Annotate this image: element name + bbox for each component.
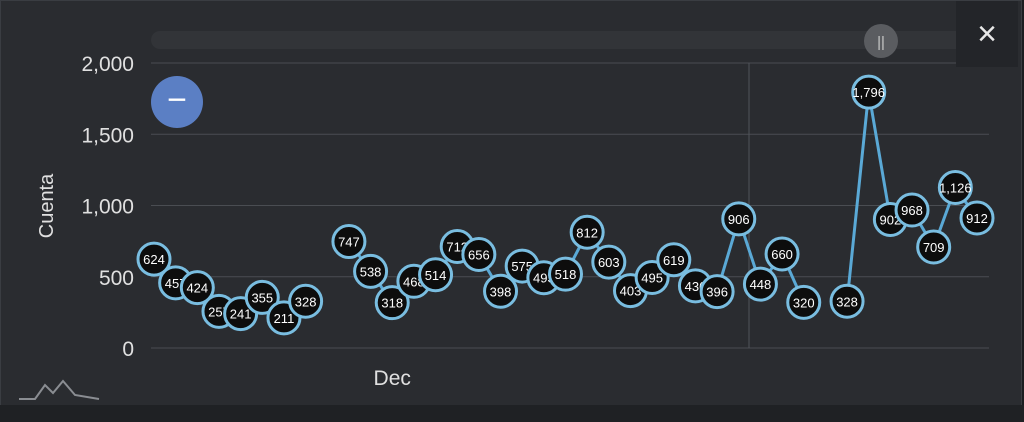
data-point xyxy=(699,274,735,310)
data-point xyxy=(569,214,605,250)
data-label: 514 xyxy=(425,268,447,283)
data-point xyxy=(656,242,692,278)
data-label: 538 xyxy=(360,264,382,279)
close-button[interactable]: × xyxy=(956,1,1018,67)
data-point xyxy=(894,192,930,228)
data-label: 328 xyxy=(295,294,317,309)
x-tick-label: Dec xyxy=(374,367,411,390)
y-axis-title: Cuenta xyxy=(36,173,58,238)
data-label: 912 xyxy=(966,211,988,226)
range-selector-track xyxy=(151,31,1011,49)
data-label: 1,126 xyxy=(939,181,972,196)
data-point xyxy=(916,229,952,265)
data-point xyxy=(591,244,627,280)
data-label: 320 xyxy=(793,295,815,310)
data-label: 747 xyxy=(338,235,360,250)
data-point xyxy=(937,170,973,206)
data-label: 495 xyxy=(641,270,663,285)
data-point xyxy=(374,285,410,321)
data-point xyxy=(331,224,367,260)
data-label: 328 xyxy=(836,294,858,309)
data-point xyxy=(721,201,757,237)
data-label: 355 xyxy=(251,290,273,305)
data-point xyxy=(742,266,778,302)
data-label: 396 xyxy=(706,285,728,300)
mountain-logo-icon xyxy=(19,379,100,400)
range-selector-grip-icon: || xyxy=(877,34,885,51)
data-label: 624 xyxy=(143,252,165,267)
data-point xyxy=(959,200,995,236)
data-point xyxy=(461,237,497,273)
data-label: 241 xyxy=(230,307,252,322)
data-point xyxy=(548,256,583,292)
data-label: 424 xyxy=(186,281,208,296)
footer-strip xyxy=(0,405,1024,422)
data-label: 603 xyxy=(598,255,620,270)
y-tick-label: 2,000 xyxy=(81,53,134,76)
data-label: 1,796 xyxy=(852,85,885,100)
range-selector-handle xyxy=(864,24,898,58)
data-label: 575 xyxy=(511,259,533,274)
y-tick-label: 0 xyxy=(122,338,134,361)
y-tick-label: 1,000 xyxy=(81,196,134,219)
data-label: 398 xyxy=(490,284,512,299)
data-point xyxy=(851,74,887,110)
data-point xyxy=(418,257,454,293)
zoom-out-button[interactable]: − xyxy=(151,76,203,128)
data-label: 660 xyxy=(771,247,793,262)
data-label: 448 xyxy=(750,277,772,292)
data-point xyxy=(829,283,865,319)
data-point xyxy=(288,283,324,319)
chart-canvas xyxy=(11,1,1015,406)
data-label: 656 xyxy=(468,248,490,263)
y-tick-label: 1,500 xyxy=(81,124,134,147)
data-point xyxy=(786,284,822,320)
data-label: 906 xyxy=(728,212,750,227)
data-point xyxy=(179,270,215,306)
data-point xyxy=(353,253,389,289)
data-point xyxy=(483,273,519,309)
data-label: 211 xyxy=(274,311,295,326)
data-label: 403 xyxy=(620,284,642,299)
data-label: 968 xyxy=(901,203,923,218)
data-point xyxy=(244,279,280,315)
data-point xyxy=(764,236,800,272)
y-tick-label: 500 xyxy=(99,267,134,290)
data-label: 318 xyxy=(381,296,403,311)
data-label: 619 xyxy=(663,253,685,268)
data-label: 709 xyxy=(923,240,945,255)
data-label: 518 xyxy=(555,267,577,282)
data-point xyxy=(136,241,172,277)
data-label: 812 xyxy=(576,225,598,240)
